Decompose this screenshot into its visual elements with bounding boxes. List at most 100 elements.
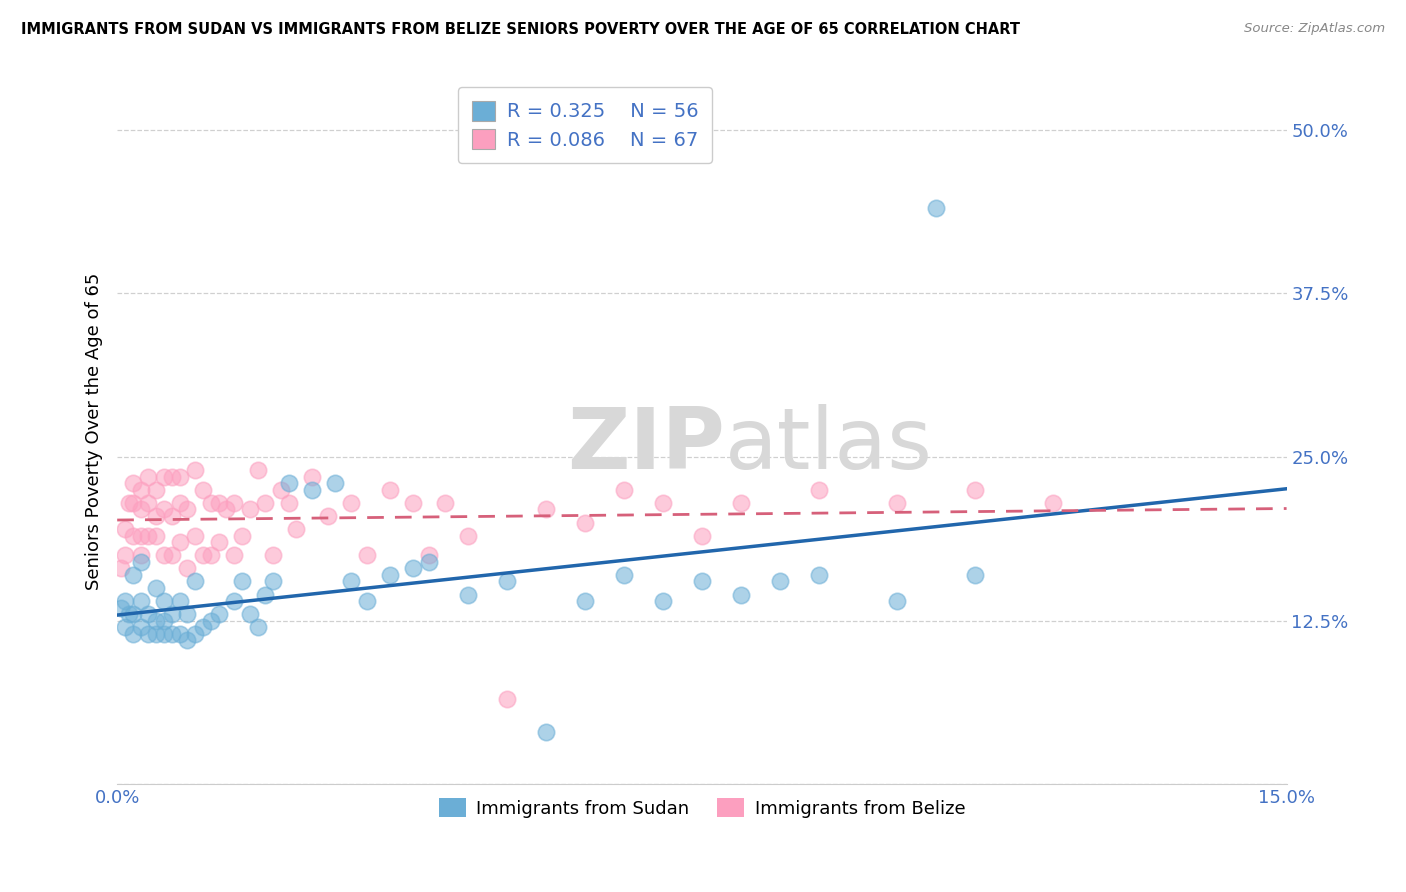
- Point: [574, 516, 596, 530]
- Point: [613, 568, 636, 582]
- Point: [925, 202, 948, 216]
- Point: [138, 627, 160, 641]
- Point: [277, 496, 299, 510]
- Point: [121, 529, 143, 543]
- Point: [651, 496, 673, 510]
- Point: [433, 496, 456, 510]
- Point: [807, 483, 830, 497]
- Point: [262, 549, 284, 563]
- Point: [121, 568, 143, 582]
- Point: [121, 496, 143, 510]
- Point: [496, 692, 519, 706]
- Point: [246, 463, 269, 477]
- Point: [138, 529, 160, 543]
- Point: [138, 469, 160, 483]
- Point: [769, 574, 792, 589]
- Point: [215, 502, 238, 516]
- Point: [121, 607, 143, 622]
- Point: [301, 469, 323, 483]
- Point: [129, 529, 152, 543]
- Point: [613, 483, 636, 497]
- Point: [153, 549, 176, 563]
- Point: [191, 620, 214, 634]
- Point: [138, 496, 160, 510]
- Point: [129, 483, 152, 497]
- Point: [1042, 496, 1064, 510]
- Point: [207, 535, 229, 549]
- Point: [160, 627, 183, 641]
- Point: [651, 594, 673, 608]
- Point: [153, 594, 176, 608]
- Point: [730, 588, 752, 602]
- Point: [574, 594, 596, 608]
- Point: [191, 483, 214, 497]
- Point: [145, 614, 167, 628]
- Point: [110, 600, 132, 615]
- Point: [340, 574, 363, 589]
- Point: [496, 574, 519, 589]
- Point: [160, 549, 183, 563]
- Point: [207, 496, 229, 510]
- Point: [176, 502, 198, 516]
- Point: [169, 535, 191, 549]
- Point: [356, 594, 378, 608]
- Point: [378, 568, 401, 582]
- Point: [191, 549, 214, 563]
- Text: IMMIGRANTS FROM SUDAN VS IMMIGRANTS FROM BELIZE SENIORS POVERTY OVER THE AGE OF : IMMIGRANTS FROM SUDAN VS IMMIGRANTS FROM…: [21, 22, 1021, 37]
- Point: [356, 549, 378, 563]
- Point: [200, 549, 222, 563]
- Point: [690, 574, 713, 589]
- Point: [114, 594, 136, 608]
- Point: [246, 620, 269, 634]
- Point: [224, 594, 246, 608]
- Point: [239, 607, 262, 622]
- Point: [118, 607, 141, 622]
- Text: ZIP: ZIP: [568, 403, 725, 486]
- Point: [262, 574, 284, 589]
- Point: [184, 463, 207, 477]
- Point: [145, 509, 167, 524]
- Point: [200, 496, 222, 510]
- Point: [153, 502, 176, 516]
- Point: [301, 483, 323, 497]
- Point: [270, 483, 292, 497]
- Point: [285, 522, 308, 536]
- Point: [316, 509, 339, 524]
- Point: [224, 549, 246, 563]
- Point: [160, 469, 183, 483]
- Point: [457, 529, 479, 543]
- Point: [169, 469, 191, 483]
- Point: [200, 614, 222, 628]
- Point: [129, 549, 152, 563]
- Point: [138, 607, 160, 622]
- Point: [534, 502, 557, 516]
- Point: [121, 476, 143, 491]
- Point: [886, 594, 908, 608]
- Point: [145, 529, 167, 543]
- Point: [277, 476, 299, 491]
- Point: [254, 496, 277, 510]
- Point: [231, 574, 253, 589]
- Point: [231, 529, 253, 543]
- Point: [145, 483, 167, 497]
- Point: [114, 620, 136, 634]
- Point: [129, 555, 152, 569]
- Point: [129, 620, 152, 634]
- Point: [145, 627, 167, 641]
- Point: [114, 549, 136, 563]
- Point: [184, 627, 207, 641]
- Point: [239, 502, 262, 516]
- Point: [690, 529, 713, 543]
- Point: [963, 483, 986, 497]
- Point: [807, 568, 830, 582]
- Point: [730, 496, 752, 510]
- Point: [207, 607, 229, 622]
- Point: [418, 549, 440, 563]
- Point: [963, 568, 986, 582]
- Point: [176, 607, 198, 622]
- Point: [254, 588, 277, 602]
- Point: [325, 476, 347, 491]
- Point: [153, 469, 176, 483]
- Point: [160, 607, 183, 622]
- Point: [176, 633, 198, 648]
